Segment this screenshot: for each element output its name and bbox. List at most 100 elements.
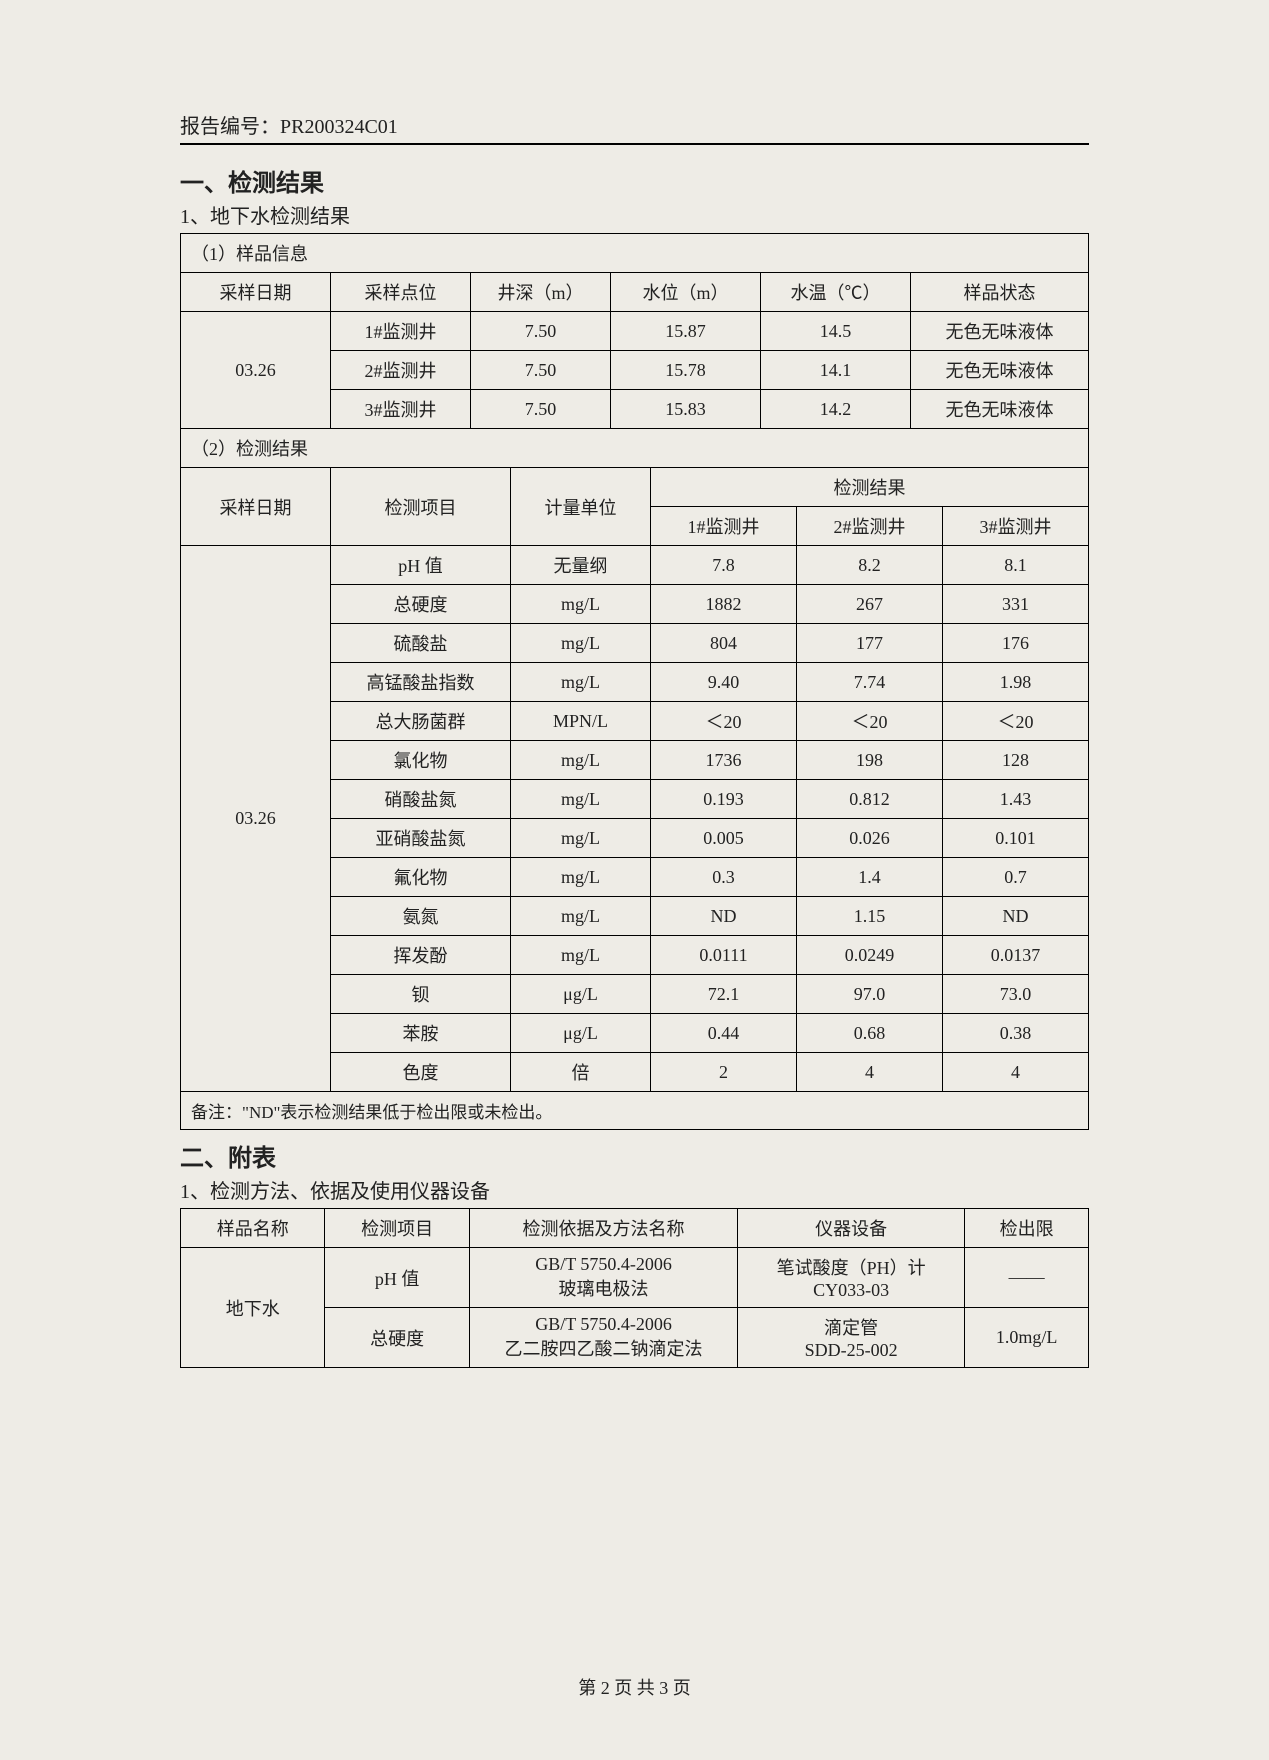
cell: 0.026 bbox=[797, 819, 943, 858]
col-limit: 检出限 bbox=[965, 1209, 1089, 1248]
page-footer: 第 2 页 共 3 页 bbox=[0, 1674, 1269, 1700]
cell: 0.005 bbox=[651, 819, 797, 858]
cell: 4 bbox=[943, 1053, 1089, 1092]
col-depth: 井深（m） bbox=[471, 273, 611, 312]
cell: 4 bbox=[797, 1053, 943, 1092]
instrument-line2: SDD-25-002 bbox=[805, 1340, 898, 1360]
cell: ＜20 bbox=[797, 702, 943, 741]
results-table: 采样日期 检测项目 计量单位 检测结果 1#监测井 2#监测井 3#监测井 03… bbox=[180, 468, 1089, 1130]
cell: 无色无味液体 bbox=[911, 351, 1089, 390]
table-row: 备注："ND"表示检测结果低于检出限或未检出。 bbox=[181, 1092, 1089, 1130]
cell: 7.8 bbox=[651, 546, 797, 585]
cell: 73.0 bbox=[943, 975, 1089, 1014]
instrument-line1: 笔试酸度（PH）计 bbox=[777, 1258, 926, 1278]
cell: 1736 bbox=[651, 741, 797, 780]
cell: 倍 bbox=[511, 1053, 651, 1092]
cell: mg/L bbox=[511, 858, 651, 897]
table-row: （1）样品信息 bbox=[181, 234, 1089, 273]
cell: 笔试酸度（PH）计 CY033-03 bbox=[738, 1248, 965, 1308]
cell: GB/T 5750.4-2006 玻璃电极法 bbox=[469, 1248, 737, 1308]
cell: 7.50 bbox=[471, 312, 611, 351]
cell: 14.5 bbox=[761, 312, 911, 351]
col-sample: 样品名称 bbox=[181, 1209, 325, 1248]
cell: 176 bbox=[943, 624, 1089, 663]
results-label: （2）检测结果 bbox=[181, 429, 1089, 468]
section2-title: 二、附表 bbox=[180, 1138, 1089, 1173]
cell: 0.193 bbox=[651, 780, 797, 819]
cell: MPN/L bbox=[511, 702, 651, 741]
cell: 14.1 bbox=[761, 351, 911, 390]
cell: 1.98 bbox=[943, 663, 1089, 702]
cell: 15.87 bbox=[611, 312, 761, 351]
cell: ＜20 bbox=[651, 702, 797, 741]
cell: mg/L bbox=[511, 819, 651, 858]
report-number: 报告编号：PR200324C01 bbox=[180, 110, 1089, 145]
col-item: 检测项目 bbox=[331, 468, 511, 546]
cell: 色度 bbox=[331, 1053, 511, 1092]
cell: 滴定管 SDD-25-002 bbox=[738, 1308, 965, 1368]
cell: 1#监测井 bbox=[331, 312, 471, 351]
cell: 0.68 bbox=[797, 1014, 943, 1053]
method-line2: 玻璃电极法 bbox=[559, 1279, 649, 1299]
col-w1: 1#监测井 bbox=[651, 507, 797, 546]
table-row: 03.26pH 值无量纲7.88.28.1 bbox=[181, 546, 1089, 585]
cell: 0.7 bbox=[943, 858, 1089, 897]
cell: 硫酸盐 bbox=[331, 624, 511, 663]
cell: 无色无味液体 bbox=[911, 312, 1089, 351]
cell: 1.4 bbox=[797, 858, 943, 897]
col-temp: 水温（℃） bbox=[761, 273, 911, 312]
instrument-line1: 滴定管 bbox=[824, 1318, 878, 1338]
cell: 0.812 bbox=[797, 780, 943, 819]
results-date: 03.26 bbox=[181, 546, 331, 1092]
col-method: 检测依据及方法名称 bbox=[469, 1209, 737, 1248]
cell: ＜20 bbox=[943, 702, 1089, 741]
col-date: 采样日期 bbox=[181, 273, 331, 312]
cell: 氯化物 bbox=[331, 741, 511, 780]
cell: 0.0111 bbox=[651, 936, 797, 975]
cell: mg/L bbox=[511, 897, 651, 936]
instrument-line2: CY033-03 bbox=[813, 1280, 889, 1300]
cell: 8.1 bbox=[943, 546, 1089, 585]
cell: 2#监测井 bbox=[331, 351, 471, 390]
cell: 72.1 bbox=[651, 975, 797, 1014]
table-header-row: 采样日期 采样点位 井深（m） 水位（m） 水温（℃） 样品状态 bbox=[181, 273, 1089, 312]
col-w2: 2#监测井 bbox=[797, 507, 943, 546]
cell: 0.3 bbox=[651, 858, 797, 897]
table-row: （2）检测结果 bbox=[181, 429, 1089, 468]
col-w3: 3#监测井 bbox=[943, 507, 1089, 546]
cell: mg/L bbox=[511, 624, 651, 663]
col-item: 检测项目 bbox=[325, 1209, 469, 1248]
cell: 2 bbox=[651, 1053, 797, 1092]
method-line1: GB/T 5750.4-2006 bbox=[535, 1314, 672, 1334]
cell: 7.50 bbox=[471, 351, 611, 390]
cell: 1.15 bbox=[797, 897, 943, 936]
cell: mg/L bbox=[511, 585, 651, 624]
cell: 0.101 bbox=[943, 819, 1089, 858]
cell: 804 bbox=[651, 624, 797, 663]
appendix-sample: 地下水 bbox=[181, 1248, 325, 1368]
cell: ND bbox=[943, 897, 1089, 936]
cell: 总大肠菌群 bbox=[331, 702, 511, 741]
section1-sub: 1、地下水检测结果 bbox=[180, 200, 1089, 229]
cell: 苯胺 bbox=[331, 1014, 511, 1053]
cell: 9.40 bbox=[651, 663, 797, 702]
col-unit: 计量单位 bbox=[511, 468, 651, 546]
cell: 总硬度 bbox=[325, 1308, 469, 1368]
cell: mg/L bbox=[511, 663, 651, 702]
cell: 无量纲 bbox=[511, 546, 651, 585]
cell: 8.2 bbox=[797, 546, 943, 585]
cell: 1.0mg/L bbox=[965, 1308, 1089, 1368]
cell: 7.74 bbox=[797, 663, 943, 702]
cell: 267 bbox=[797, 585, 943, 624]
report-no-label: 报告编号： bbox=[180, 116, 280, 138]
cell: 15.83 bbox=[611, 390, 761, 429]
col-instrument: 仪器设备 bbox=[738, 1209, 965, 1248]
cell: 14.2 bbox=[761, 390, 911, 429]
cell: 氟化物 bbox=[331, 858, 511, 897]
cell: 0.0249 bbox=[797, 936, 943, 975]
cell: 15.78 bbox=[611, 351, 761, 390]
cell: 7.50 bbox=[471, 390, 611, 429]
col-results-group: 检测结果 bbox=[651, 468, 1089, 507]
page: 报告编号：PR200324C01 一、检测结果 1、地下水检测结果 （1）样品信… bbox=[0, 0, 1269, 1760]
cell: 331 bbox=[943, 585, 1089, 624]
